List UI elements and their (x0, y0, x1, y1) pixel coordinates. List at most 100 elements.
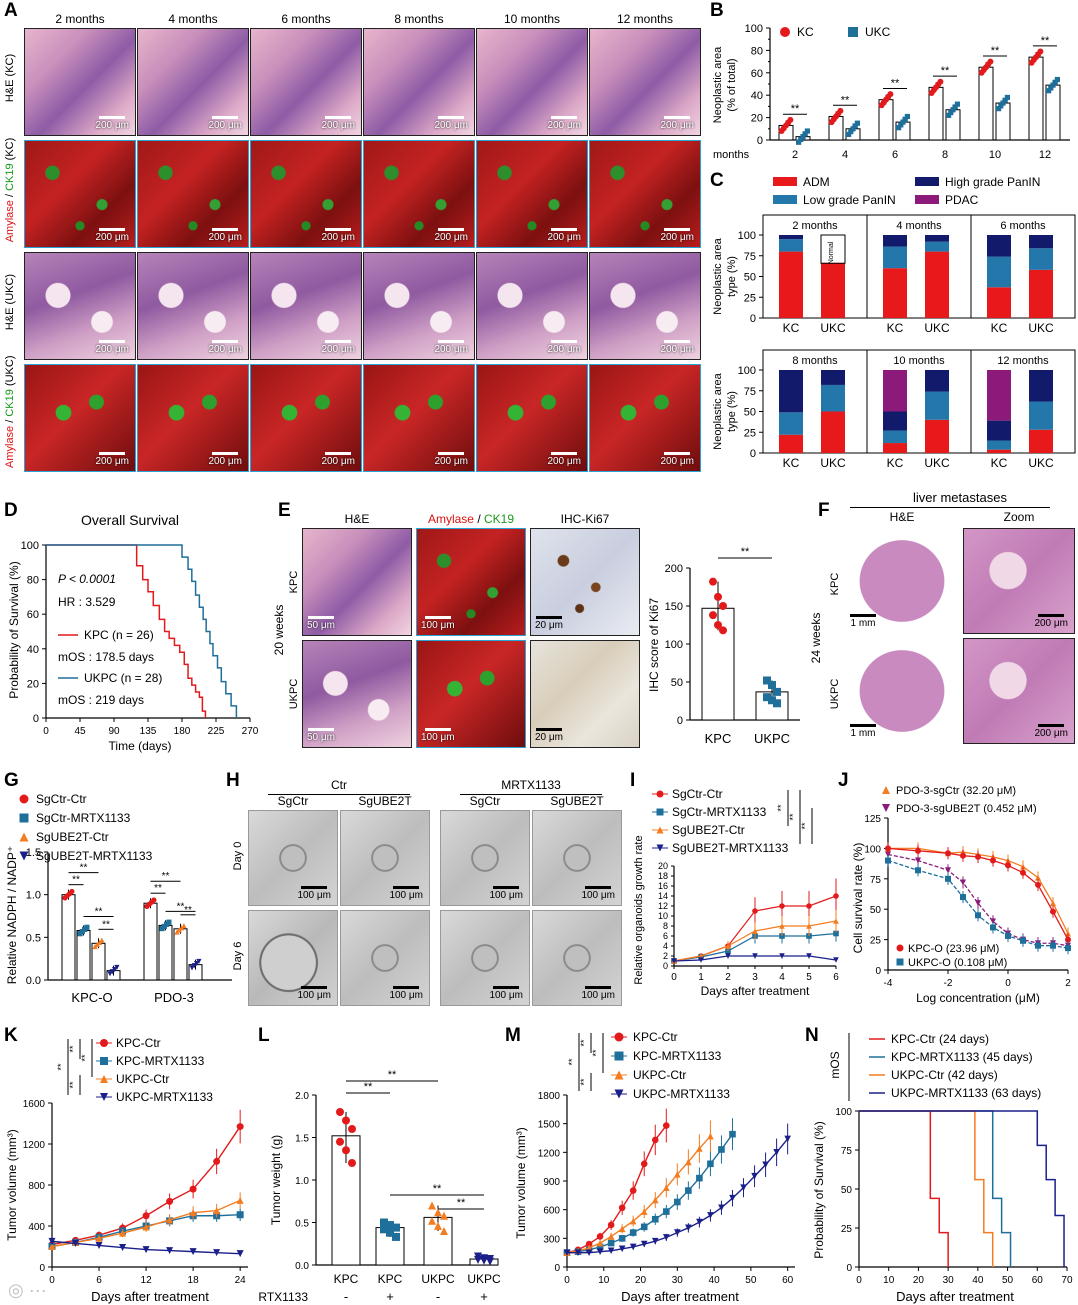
m-legend-label: KPC-MRTX1133 (633, 1049, 722, 1063)
b-point (996, 106, 1002, 112)
c-legend-label: High grade PanIN (945, 175, 1040, 189)
scale-bar: 100 μm (421, 616, 455, 631)
panel-e-micrographs: H&E IHC-Ki67 Amylase / CK19 50 μm 100 μm 20 μ… (270, 500, 645, 762)
panel-b-label: B (710, 0, 724, 21)
d-tick-label: 40 (27, 644, 39, 656)
g-point (191, 963, 197, 969)
m-tick-label: 1800 (538, 1091, 561, 1102)
e-point (709, 577, 717, 586)
b-legend-kc: KC (797, 25, 814, 39)
b-legend-ukc: UKC (865, 25, 891, 39)
d-xlabel: Time (days) (109, 739, 172, 753)
panel-d-label: D (4, 500, 18, 521)
panel-h-group-header: Ctr (331, 778, 347, 792)
i-point (752, 928, 758, 934)
c-tick-label: 75 (744, 386, 756, 398)
i-tick-label: 2 (663, 951, 668, 961)
i-point (779, 903, 785, 909)
b-point (1037, 48, 1044, 55)
b-point (987, 58, 994, 65)
c-tick-label: 75 (744, 251, 756, 263)
g-point (112, 966, 118, 973)
c-ylabel: Neoplastic area (712, 237, 724, 314)
scale-bar: 200 μm (547, 452, 581, 467)
i-point (833, 893, 839, 899)
panel-a-row-label: H&E (KC) (4, 53, 16, 103)
b-point (998, 103, 1004, 109)
panel-f-col-header: Zoom (1003, 510, 1035, 524)
c-group-label: 2 months (792, 220, 838, 232)
m-point (674, 1229, 681, 1236)
m-point (640, 1223, 648, 1231)
g-sig: ** (102, 919, 110, 930)
c-category: KC (887, 456, 904, 470)
j-legend-marker (882, 804, 890, 812)
c-bar-segment (987, 370, 1011, 421)
c-bar-segment (883, 411, 907, 431)
d-legend-kpc: KPC (n = 26) (84, 628, 154, 642)
d-ylabel: Probability of Survival (%) (7, 561, 21, 698)
panel-a-tile: 200 μm (589, 252, 701, 360)
c-bar-segment (987, 287, 1011, 318)
i-legend-label: SgUBE2T-Ctr (672, 823, 745, 837)
c-bar-segment (987, 256, 1011, 288)
d-tick-label: 80 (27, 575, 39, 587)
scale-bar: 200 μm (208, 340, 242, 355)
c-bar-segment (987, 449, 1011, 453)
panel-i-label: I (630, 770, 636, 791)
m-legend-label: UKPC-Ctr (633, 1068, 686, 1082)
g-legend-marker (19, 832, 29, 842)
m-point (640, 1240, 648, 1248)
panel-a-label: A (4, 0, 18, 21)
j-point (975, 900, 981, 907)
e-point (768, 681, 776, 690)
n-tick-label: 50 (1002, 1275, 1014, 1286)
i-legend-label: SgCtr-Ctr (672, 787, 723, 801)
panel-a-row-label: Amylase / CK19 (UKC) (4, 355, 16, 469)
m-sig: ** (567, 1058, 577, 1066)
d-tick-label: 0 (43, 726, 49, 737)
m-point (618, 1235, 626, 1242)
c-frame (762, 349, 1076, 454)
scale-bar: 100 μm (489, 986, 523, 1001)
c-category: KC (887, 321, 904, 335)
i-point (833, 918, 839, 924)
i-tick-label: 2 (725, 972, 731, 983)
k-legend-marker (100, 1093, 108, 1101)
m-point (563, 1249, 571, 1256)
j-point (1065, 936, 1071, 943)
m-point (685, 1187, 692, 1194)
d-tick-label: 270 (242, 726, 259, 737)
m-point (685, 1158, 692, 1166)
c-bar-segment (779, 370, 803, 413)
c-ylabel: type (%) (726, 256, 738, 297)
c-tick-label: 50 (744, 407, 756, 419)
i-xlabel: Days after treatment (701, 984, 810, 998)
m-series-line (566, 1135, 711, 1254)
c-tick-label: 100 (738, 230, 756, 242)
l-point (342, 1146, 350, 1155)
c-bar-segment (987, 420, 1011, 441)
c-category: KC (991, 456, 1008, 470)
b-tick-label: 20 (751, 113, 763, 125)
c-bar-segment (821, 384, 845, 412)
panel-a-tile: 200 μm (24, 252, 136, 360)
panel-e-label: E (278, 500, 291, 521)
c-normal-label: Normal (828, 241, 835, 264)
g-point (99, 937, 105, 943)
e-point (709, 611, 717, 620)
n-ylabel: Probability of Survival (%) (812, 1121, 826, 1258)
b-point (854, 120, 860, 126)
e-point (763, 676, 771, 685)
panel-e-tile: 100 μm (416, 528, 526, 636)
k-point (95, 1234, 103, 1242)
g-sig: ** (177, 901, 185, 912)
b-ylabel: Neoplastic area (712, 46, 724, 123)
i-point (725, 943, 731, 949)
panel-a-tile: 200 μm (589, 28, 701, 136)
panel-h-label: H (226, 770, 240, 791)
panel-i-growth-chart: SgCtr-Ctr SgCtr-MRTX1133 SgUBE2T-Ctr SgUBE2… (633, 787, 839, 998)
l-point (428, 1216, 436, 1225)
j-point (990, 918, 996, 925)
c-bar-segment (925, 241, 949, 252)
